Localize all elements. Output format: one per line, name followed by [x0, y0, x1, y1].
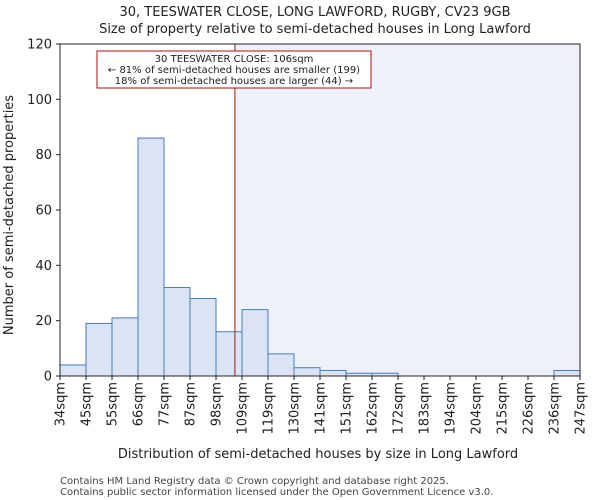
x-tick-label-55sqm: 55sqm: [106, 382, 121, 426]
y-tick-label-100: 100: [27, 93, 52, 108]
y-tick-label-40: 40: [35, 259, 52, 274]
y-tick-label-80: 80: [35, 148, 52, 163]
y-tick-label-0: 0: [44, 370, 52, 385]
footer-line-2: Contains public sector information licen…: [60, 487, 493, 498]
chart-title: 30, TEESWATER CLOSE, LONG LAWFORD, RUGBY…: [119, 5, 510, 20]
bar-55sqm: [111, 317, 139, 377]
x-tick-label-204sqm: 204sqm: [470, 382, 485, 435]
bar-119sqm: [267, 353, 295, 377]
chart-subtitle: Size of property relative to semi-detach…: [99, 22, 531, 37]
x-tick-label-236sqm: 236sqm: [548, 382, 563, 435]
bar-45sqm: [85, 322, 113, 377]
x-tick-label-215sqm: 215sqm: [496, 382, 511, 435]
x-tick-label-194sqm: 194sqm: [444, 382, 459, 435]
bar-236sqm: [553, 369, 581, 377]
y-tick-label-20: 20: [35, 314, 52, 329]
y-tick-label-120: 120: [27, 38, 52, 53]
bar-77sqm: [163, 286, 191, 377]
x-tick-label-98sqm: 98sqm: [210, 382, 225, 426]
footer-line-1: Contains HM Land Registry data © Crown c…: [60, 476, 449, 487]
x-tick-label-183sqm: 183sqm: [418, 382, 433, 435]
x-tick-label-34sqm: 34sqm: [54, 382, 69, 426]
annotation-line-2: ← 81% of semi-detached houses are smalle…: [108, 65, 360, 76]
x-axis-label: Distribution of semi-detached houses by …: [118, 447, 518, 462]
annotation-frame: [96, 50, 372, 89]
y-tick-label-60: 60: [35, 204, 52, 219]
x-tick-label-77sqm: 77sqm: [158, 382, 173, 426]
x-tick-label-141sqm: 141sqm: [314, 382, 329, 435]
bar-66sqm: [137, 137, 165, 377]
x-tick-label-66sqm: 66sqm: [132, 382, 147, 426]
bar-34sqm: [59, 364, 87, 377]
x-tick-label-172sqm: 172sqm: [392, 382, 407, 435]
x-tick-label-119sqm: 119sqm: [262, 382, 277, 435]
bar-141sqm: [319, 369, 347, 377]
x-tick-label-109sqm: 109sqm: [236, 382, 251, 435]
y-axis-label: Number of semi-detached properties: [2, 95, 17, 335]
larger-region-highlight: [234, 44, 580, 376]
annotation-line-3: 18% of semi-detached houses are larger (…: [115, 76, 353, 87]
x-tick-label-162sqm: 162sqm: [366, 382, 381, 435]
bars-group: [59, 137, 581, 377]
bar-109sqm: [241, 309, 269, 377]
bar-98sqm: [215, 331, 243, 377]
annotation-box: 30 TEESWATER CLOSE: 106sqm ← 81% of semi…: [96, 50, 372, 89]
annotation-line-1: 30 TEESWATER CLOSE: 106sqm: [155, 54, 314, 65]
y-ticks: 0 20 40 60 80 100 120: [27, 38, 60, 385]
bar-87sqm: [189, 298, 217, 377]
x-tick-label-45sqm: 45sqm: [80, 382, 95, 426]
x-tick-label-130sqm: 130sqm: [288, 382, 303, 435]
x-tick-label-151sqm: 151sqm: [340, 382, 355, 435]
x-tick-label-226sqm: 226sqm: [522, 382, 537, 435]
x-ticks: 34sqm 45sqm 55sqm 66sqm 77sqm 87sqm 98sqm 109sq…: [54, 376, 589, 435]
x-tick-label-247sqm: 247sqm: [574, 382, 589, 435]
x-tick-label-87sqm: 87sqm: [184, 382, 199, 426]
bar-130sqm: [293, 367, 321, 377]
